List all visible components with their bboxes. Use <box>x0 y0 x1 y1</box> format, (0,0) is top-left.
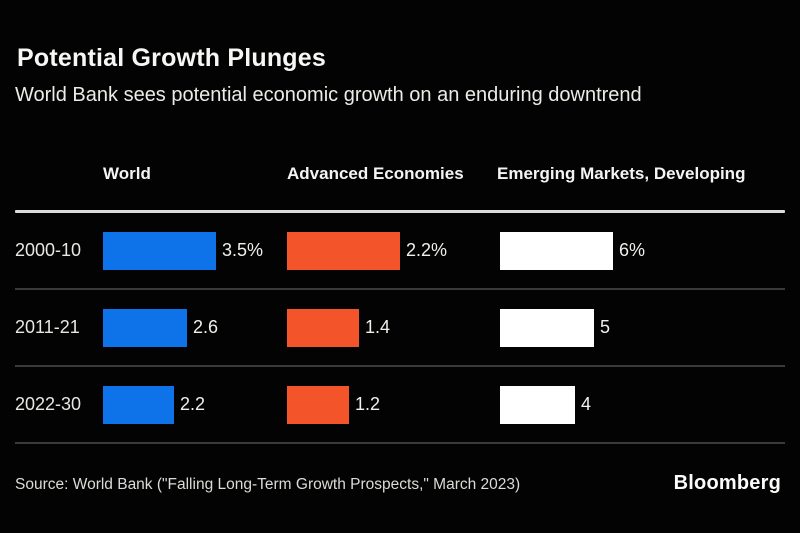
bar <box>287 231 400 270</box>
chart-rows: 2000-10 3.5% 2.2% 6% 2011-21 2.6 1.4 5 2022-30 2.… <box>15 213 785 444</box>
bar <box>103 231 216 270</box>
cell-2011-21-series-0: 2.6 <box>103 308 287 347</box>
bar-value: 2.6 <box>193 317 219 337</box>
cell-2011-21-series-2: 5 <box>500 308 785 347</box>
col-header-emerging-markets: Emerging Markets, Developing <box>497 164 746 183</box>
row-label: 2011-21 <box>15 317 80 337</box>
col-header-advanced-economies: Advanced Economies <box>287 164 464 183</box>
header-rule <box>15 210 785 213</box>
cell-2022-30-series-2: 4 <box>500 385 785 424</box>
chart-subtitle: World Bank sees potential economic growt… <box>15 84 642 106</box>
bar-value: 3.5% <box>222 240 264 260</box>
row-label: 2000-10 <box>15 240 82 260</box>
cell-2022-30-series-1: 1.2 <box>287 385 500 424</box>
col-header-world: World <box>103 164 151 183</box>
cell-2000-10-series-0: 3.5% <box>103 231 287 270</box>
bar-value: 1.4 <box>365 317 391 337</box>
chart-row-2022-30: 2022-30 2.2 1.2 4 <box>15 367 785 444</box>
bar-value: 6% <box>619 240 646 260</box>
bar <box>500 231 613 270</box>
bar-value: 5 <box>600 317 611 337</box>
chart-row-2011-21: 2011-21 2.6 1.4 5 <box>15 290 785 367</box>
bar <box>500 308 594 347</box>
row-label: 2022-30 <box>15 394 82 414</box>
source-note: Source: World Bank ("Falling Long-Term G… <box>15 476 521 493</box>
chart-row-2000-10: 2000-10 3.5% 2.2% 6% <box>15 213 785 290</box>
bar <box>103 385 174 424</box>
column-headers: World Advanced Economies Emerging Market… <box>15 164 785 184</box>
cell-2011-21-series-1: 1.4 <box>287 308 500 347</box>
bar-value: 1.2 <box>355 394 381 414</box>
bar <box>103 308 187 347</box>
bar <box>287 308 359 347</box>
cell-2000-10-series-2: 6% <box>500 231 785 270</box>
bar-value: 4 <box>581 394 592 414</box>
chart-title: Potential Growth Plunges <box>17 44 326 72</box>
bar-value: 2.2 <box>180 394 206 414</box>
chart-footer: Source: World Bank ("Falling Long-Term G… <box>15 472 785 495</box>
bar <box>287 385 349 424</box>
bar-value: 2.2% <box>406 240 448 260</box>
cell-2000-10-series-1: 2.2% <box>287 231 500 270</box>
cell-2022-30-series-0: 2.2 <box>103 385 287 424</box>
bar <box>500 385 575 424</box>
bloomberg-logo: Bloomberg <box>673 472 781 494</box>
